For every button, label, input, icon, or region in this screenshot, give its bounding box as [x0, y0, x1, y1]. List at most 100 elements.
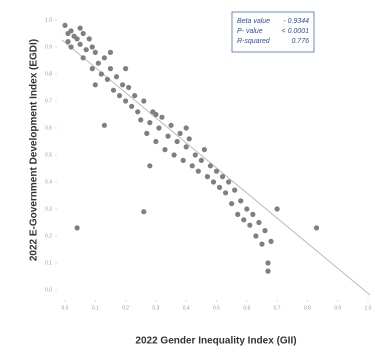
point [183, 144, 189, 150]
point [219, 174, 226, 180]
x-tick-label: 0.5 [213, 305, 220, 311]
point [156, 125, 162, 131]
y-tick-label: 0.9 [45, 44, 52, 50]
point [262, 228, 268, 234]
point [265, 268, 271, 274]
point [256, 219, 262, 226]
point [144, 130, 150, 136]
point [101, 122, 107, 128]
point [274, 206, 280, 212]
point [65, 39, 71, 45]
point [195, 168, 201, 174]
point [198, 157, 204, 163]
stat-name: R-squared [237, 38, 271, 45]
point [141, 98, 147, 104]
point [162, 147, 168, 153]
point [168, 122, 174, 128]
point [80, 55, 86, 61]
point [171, 152, 177, 158]
point [86, 36, 92, 42]
point [62, 22, 68, 28]
point [210, 179, 217, 185]
point [244, 206, 250, 212]
point [268, 238, 274, 244]
point [174, 138, 180, 145]
point [68, 28, 74, 34]
x-tick-label: 0.2 [122, 305, 129, 311]
point [207, 163, 214, 169]
y-tick-label: 0.1 [45, 260, 52, 266]
point [238, 198, 244, 204]
point [201, 147, 207, 153]
point [113, 74, 120, 80]
point [259, 241, 265, 247]
y-tick-label: 0.4 [45, 179, 52, 185]
y-tick-label: 0.6 [45, 125, 52, 131]
point [98, 71, 104, 77]
point [159, 114, 165, 120]
y-tick-label: 1.0 [45, 17, 52, 23]
point [180, 157, 186, 163]
point [68, 44, 74, 50]
y-tick-label: 0.2 [45, 233, 52, 239]
point [101, 55, 107, 61]
stat-name: P- value [237, 28, 263, 35]
x-tick-label: 0.8 [304, 305, 311, 311]
point [107, 66, 114, 72]
point [247, 222, 253, 228]
point [250, 211, 256, 217]
point [204, 174, 211, 180]
point [235, 211, 241, 217]
point [153, 111, 159, 118]
x-tick-label: 0.0 [62, 305, 69, 311]
point [92, 49, 98, 56]
point [265, 260, 271, 266]
point [74, 36, 80, 42]
point [313, 225, 320, 231]
point [126, 84, 132, 91]
point [135, 109, 141, 115]
point [253, 233, 259, 239]
x-tick-label: 0.1 [92, 305, 99, 311]
stat-value: 0.776 [291, 38, 309, 45]
y-tick-label: 0.8 [45, 71, 52, 77]
point [74, 225, 80, 231]
y-tick-label: 0.7 [45, 98, 52, 104]
point [147, 163, 153, 169]
x-tick-label: 0.7 [274, 305, 281, 311]
point [116, 93, 123, 99]
point [226, 179, 232, 185]
x-tick-label: 0.9 [334, 305, 341, 311]
point [241, 217, 247, 223]
point [213, 168, 220, 174]
point [123, 98, 129, 104]
y-axis-title: 2022 E-Government Development Index (EGD… [29, 39, 40, 261]
point [89, 44, 95, 50]
point [123, 66, 129, 72]
point [104, 76, 111, 82]
point [232, 187, 238, 193]
x-tick-label: 0.6 [243, 305, 250, 311]
point [189, 163, 195, 169]
point [95, 60, 101, 66]
point [147, 120, 153, 126]
stat-value: - 0.9344 [283, 18, 309, 25]
x-tick-label: 1.0 [365, 305, 372, 311]
point [192, 152, 198, 158]
stat-value: < 0.0001 [282, 28, 310, 35]
point [119, 82, 126, 88]
point [83, 47, 89, 53]
point [222, 190, 229, 196]
point [186, 136, 192, 142]
y-tick-label: 0.5 [45, 152, 52, 158]
y-tick-label: 0.0 [45, 287, 52, 293]
regression-line [61, 39, 371, 296]
point [229, 201, 235, 207]
point [177, 130, 183, 136]
point [89, 66, 95, 72]
point [132, 93, 138, 99]
stats-box [231, 11, 315, 53]
point [138, 117, 144, 123]
stat-name: Beta value [237, 18, 270, 25]
